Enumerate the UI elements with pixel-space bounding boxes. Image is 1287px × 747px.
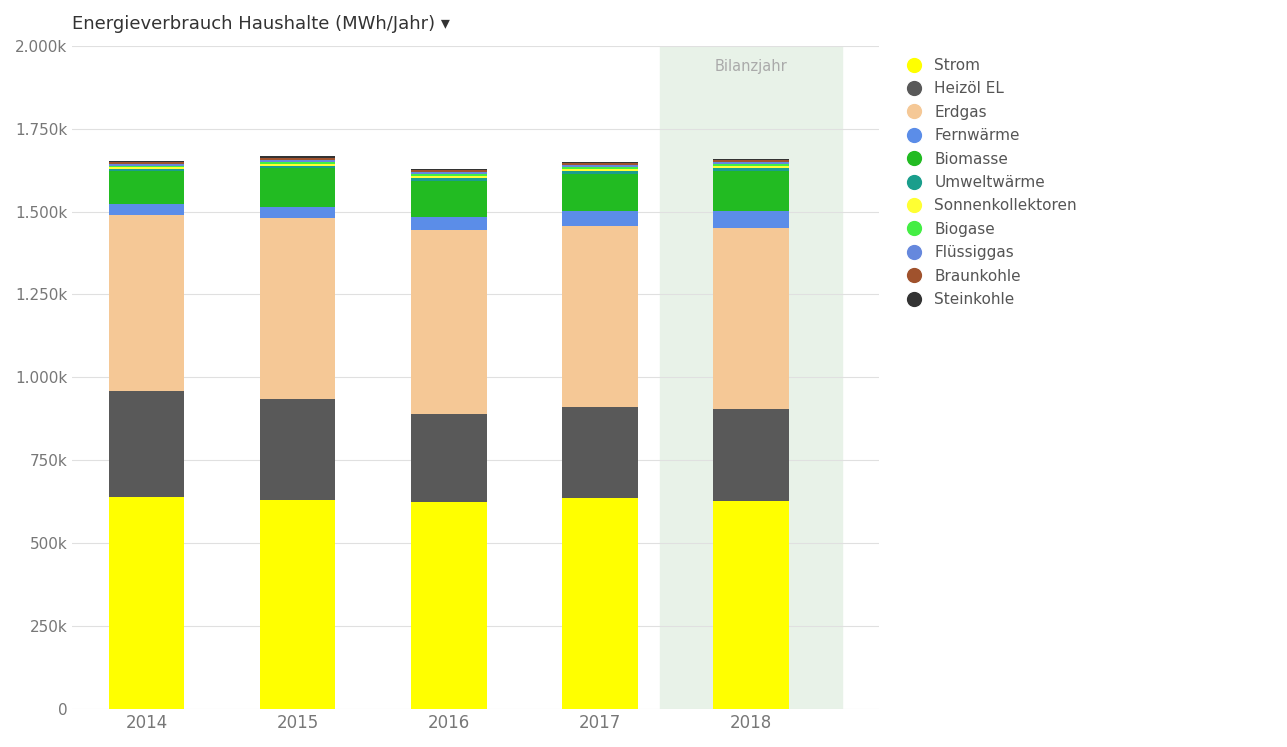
Bar (713, 166, 789, 168)
Bar (660, 46, 842, 709)
Bar (562, 498, 638, 709)
Bar (562, 174, 638, 211)
Bar (109, 169, 184, 171)
Bar (562, 162, 638, 163)
Bar (411, 217, 486, 230)
Bar (109, 164, 184, 166)
Bar (411, 174, 486, 176)
Bar (109, 497, 184, 709)
Bar (260, 160, 336, 162)
Bar (562, 211, 638, 226)
Bar (260, 399, 336, 500)
Bar (109, 215, 184, 391)
Bar (260, 166, 336, 168)
Bar (411, 169, 486, 170)
Bar (713, 500, 789, 709)
Bar (562, 167, 638, 169)
Bar (260, 218, 336, 399)
Legend: Strom, Heizöl EL, Erdgas, Fernwärme, Biomasse, Umweltwärme, Sonnenkollektoren, B: Strom, Heizöl EL, Erdgas, Fernwärme, Bio… (902, 53, 1081, 311)
Bar (411, 414, 486, 502)
Bar (109, 204, 184, 215)
Bar (411, 172, 486, 174)
Bar (713, 211, 789, 228)
Bar (411, 170, 486, 172)
Bar (713, 409, 789, 500)
Text: Energieverbrauch Haushalte (MWh/Jahr) ▾: Energieverbrauch Haushalte (MWh/Jahr) ▾ (72, 15, 450, 33)
Bar (713, 228, 789, 409)
Bar (260, 207, 336, 218)
Bar (713, 171, 789, 211)
Bar (713, 159, 789, 160)
Bar (713, 160, 789, 162)
Bar (109, 171, 184, 204)
Bar (109, 161, 184, 162)
Bar (260, 164, 336, 166)
Bar (260, 500, 336, 709)
Text: Bilanzjahr: Bilanzjahr (714, 59, 788, 74)
Bar (713, 164, 789, 166)
Bar (411, 502, 486, 709)
Bar (713, 162, 789, 164)
Bar (562, 226, 638, 407)
Bar (260, 168, 336, 207)
Bar (562, 165, 638, 167)
Bar (562, 171, 638, 174)
Bar (411, 176, 486, 178)
Bar (562, 163, 638, 165)
Bar (109, 167, 184, 169)
Bar (260, 158, 336, 160)
Bar (562, 407, 638, 498)
Bar (411, 178, 486, 181)
Bar (260, 162, 336, 164)
Bar (109, 166, 184, 167)
Bar (109, 162, 184, 164)
Bar (411, 181, 486, 217)
Bar (562, 169, 638, 171)
Bar (260, 156, 336, 158)
Bar (411, 230, 486, 414)
Bar (109, 391, 184, 497)
Bar (713, 168, 789, 171)
